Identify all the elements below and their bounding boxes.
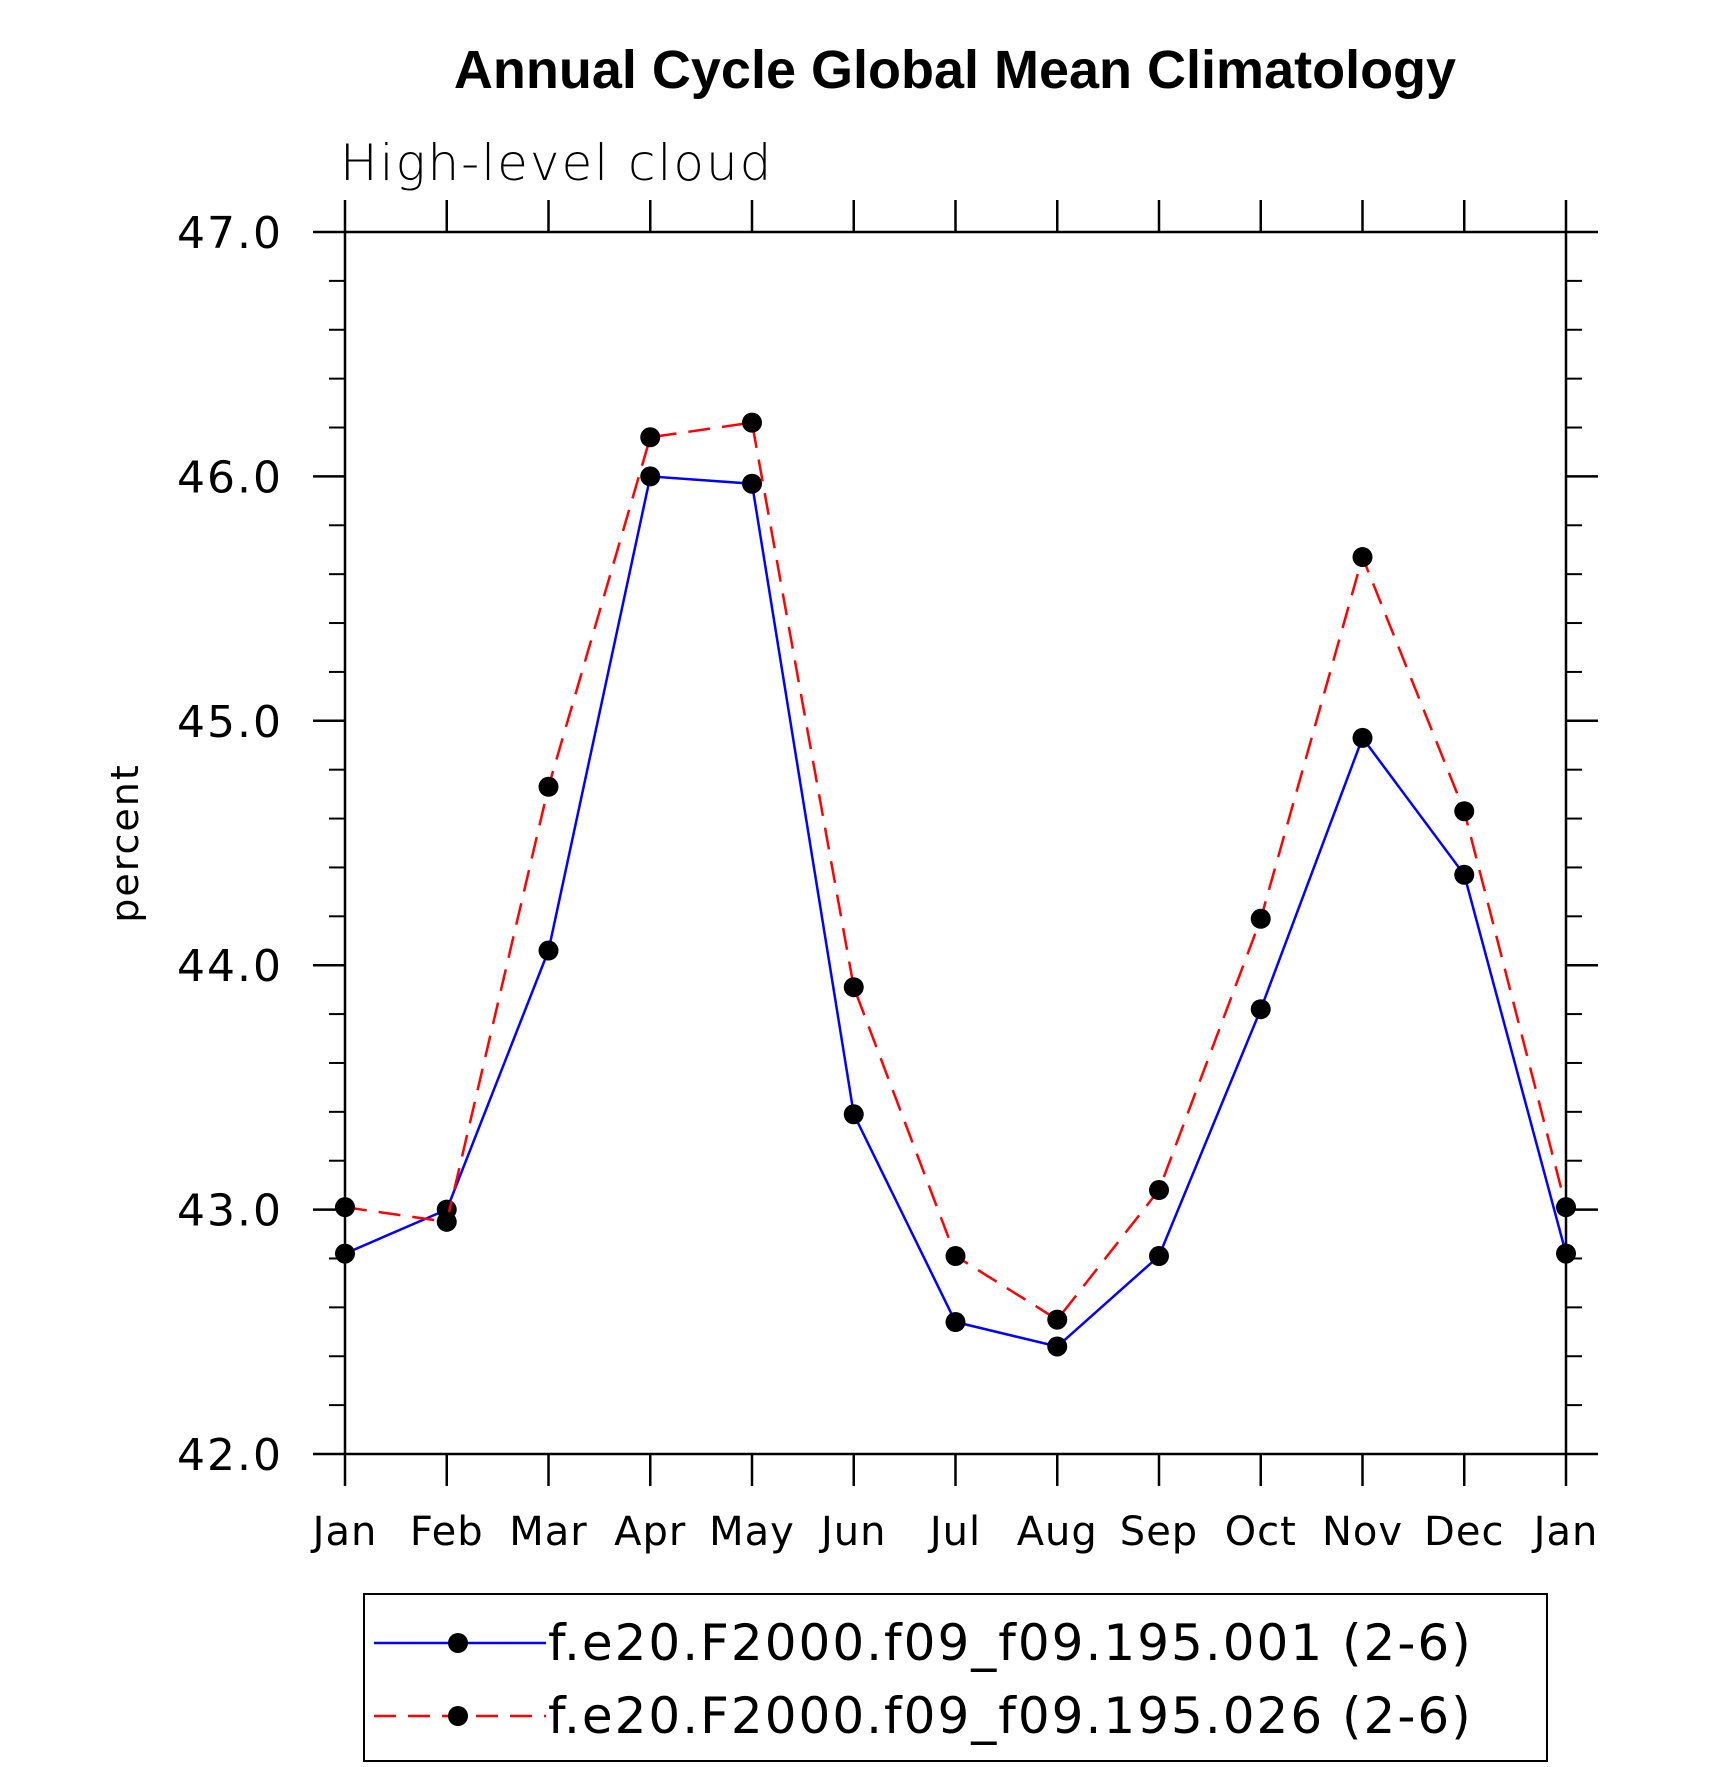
- x-tick-label: Jun: [818, 1509, 887, 1555]
- chart-subtitle: High-level cloud: [340, 134, 773, 192]
- series-2-point: [436, 1211, 457, 1232]
- y-tick-label: 46.0: [177, 452, 283, 503]
- series-2-point: [1250, 908, 1271, 929]
- series-line-1: [344, 475, 1568, 1348]
- series-2-point: [538, 776, 559, 797]
- y-tick-labels: 42.0 43.0 44.0 45.0 46.0 47.0: [177, 208, 283, 1481]
- x-tick-label: Jan: [310, 1509, 378, 1555]
- x-tick-label: Feb: [410, 1509, 484, 1555]
- x-tick-label: May: [709, 1509, 795, 1555]
- legend-label-1: f.e20.F2000.f09_f09.195.001 (2-6): [548, 1614, 1473, 1672]
- series-1-point: [1556, 1243, 1576, 1264]
- x-tick-label: Jan: [1531, 1509, 1599, 1555]
- x-tick-label: Apr: [614, 1509, 686, 1555]
- series-2-point: [1149, 1180, 1169, 1201]
- series-1-point: [1352, 727, 1373, 748]
- legend-marker-1: [448, 1633, 468, 1653]
- x-tick-label: Mar: [509, 1509, 587, 1555]
- series-1-point: [1047, 1336, 1068, 1357]
- series-1-point: [538, 940, 559, 961]
- x-tick-label: Dec: [1424, 1509, 1504, 1555]
- series-1-point: [640, 466, 661, 487]
- series-2-point: [1352, 547, 1373, 568]
- series-2-point: [1454, 801, 1475, 822]
- series-1-point: [1250, 999, 1271, 1020]
- legend: f.e20.F2000.f09_f09.195.001 (2-6) f.e20.…: [363, 1593, 1548, 1762]
- x-tick-label: Aug: [1017, 1509, 1098, 1555]
- series-1-point: [742, 473, 762, 494]
- series-2-point: [742, 412, 762, 433]
- legend-box: [363, 1593, 1548, 1762]
- plot-frame: [343, 230, 1568, 1456]
- series-1: [335, 466, 1576, 1357]
- series-1-point: [1454, 864, 1475, 885]
- y-axis-label: percent: [103, 763, 147, 923]
- series-1-point: [1149, 1246, 1169, 1267]
- x-tick-label: Oct: [1225, 1509, 1297, 1555]
- legend-label-2: f.e20.F2000.f09_f09.195.026 (2-6): [548, 1687, 1473, 1745]
- legend-item-2: f.e20.F2000.f09_f09.195.026 (2-6): [374, 1687, 1473, 1745]
- legend-item-1: f.e20.F2000.f09_f09.195.001 (2-6): [374, 1614, 1473, 1672]
- legend-marker-2: [448, 1706, 468, 1726]
- series-2-point: [945, 1246, 966, 1267]
- x-tick-labels: Jan Feb Mar Apr May Jun Jul Aug Sep Oct Nov Dec Jan: [310, 1509, 1599, 1555]
- series-1-point: [945, 1312, 966, 1333]
- series-2-point: [335, 1197, 355, 1218]
- series-1-point: [335, 1243, 355, 1264]
- y-tick-label: 42.0: [177, 1430, 283, 1481]
- axes: [313, 200, 1598, 1486]
- y-tick-label: 44.0: [177, 941, 283, 992]
- series-layer: [335, 412, 1576, 1357]
- y-tick-label: 45.0: [177, 697, 283, 748]
- series-line-2: [344, 421, 1568, 1322]
- series-2-point: [843, 977, 864, 998]
- chart-title: Annual Cycle Global Mean Climatology: [454, 40, 1456, 100]
- series-2-point: [1047, 1309, 1068, 1330]
- x-tick-label: Nov: [1322, 1509, 1403, 1555]
- x-tick-label: Sep: [1120, 1509, 1198, 1555]
- series-2-point: [640, 427, 661, 448]
- series-1-point: [843, 1104, 864, 1125]
- y-tick-label: 47.0: [177, 208, 283, 259]
- y-tick-label: 43.0: [177, 1186, 283, 1237]
- series-2-point: [1556, 1197, 1576, 1218]
- x-tick-label: Jul: [927, 1509, 981, 1555]
- series-2: [335, 412, 1576, 1330]
